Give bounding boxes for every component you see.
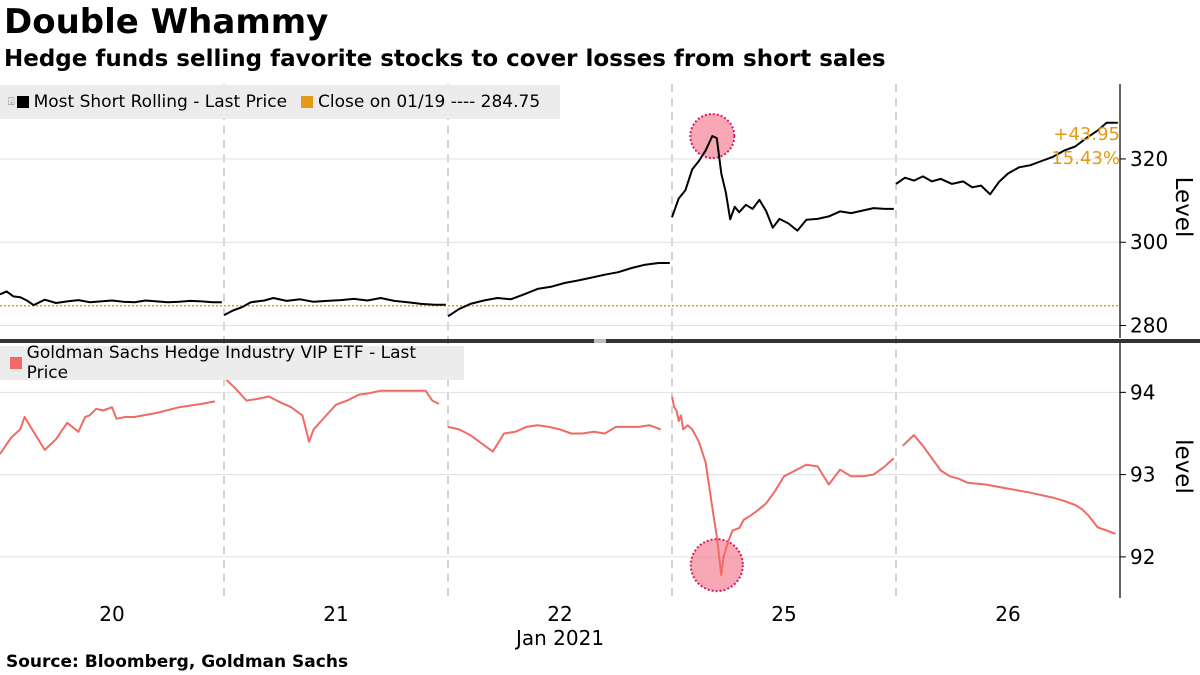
series-line-1-segment-3 <box>671 396 895 576</box>
series-line-1-segment-1 <box>223 376 440 443</box>
series-line-0-segment-3 <box>671 135 894 232</box>
ytick-label-0-0: 280 <box>1130 314 1168 338</box>
reference-swatch-orange <box>301 96 314 108</box>
y-axis-title-1: level <box>1170 439 1196 494</box>
ytick-label-1-2: 94 <box>1130 380 1155 404</box>
series-line-1-segment-2 <box>447 424 662 453</box>
ytick-label-0-1: 300 <box>1130 230 1168 254</box>
source-note: Source: Bloomberg, Goldman Sachs <box>6 652 349 672</box>
xtick-label-2: 22 <box>547 602 572 626</box>
panel-resize-handle[interactable] <box>594 339 606 343</box>
series-line-0-segment-4 <box>895 121 1118 196</box>
x-month-label: Jan 2021 <box>514 626 604 650</box>
trough-highlight-circle <box>689 538 744 593</box>
series-swatch-red <box>10 357 22 369</box>
xtick-label-4: 26 <box>995 602 1020 626</box>
ytick-label-1-0: 92 <box>1130 545 1155 569</box>
pin-icon: ⍗ <box>8 95 15 108</box>
chart-subtitle: Hedge funds selling favorite stocks to c… <box>4 46 886 72</box>
xtick-label-0: 20 <box>99 602 124 626</box>
top-legend-series[interactable]: ⍗ Most Short Rolling - Last Price <box>8 92 287 112</box>
series-line-0-segment-0 <box>0 290 222 307</box>
y-axis-title-0: Level <box>1170 177 1196 238</box>
bottom-legend: Goldman Sachs Hedge Industry VIP ETF - L… <box>0 343 464 383</box>
series-line-1-segment-4 <box>902 434 1116 535</box>
series-swatch-black <box>16 96 29 108</box>
series-line-0-segment-1 <box>223 297 446 316</box>
percent-annotation: 15.43% <box>1051 148 1120 169</box>
xtick-label-1: 21 <box>323 602 348 626</box>
series-line-0-segment-2 <box>447 262 670 318</box>
top-legend-reference-label: Close on 01/19 ---- 284.75 <box>318 92 541 112</box>
top-legend: ⍗ Most Short Rolling - Last Price Close … <box>0 85 560 119</box>
ytick-label-1-1: 93 <box>1130 463 1155 487</box>
xtick-label-3: 25 <box>771 602 796 626</box>
series-line-1-segment-0 <box>0 400 216 455</box>
bottom-legend-series[interactable]: Goldman Sachs Hedge Industry VIP ETF - L… <box>10 343 450 383</box>
top-legend-reference[interactable]: Close on 01/19 ---- 284.75 <box>301 92 540 112</box>
bottom-legend-series-label: Goldman Sachs Hedge Industry VIP ETF - L… <box>26 343 417 383</box>
top-legend-series-label: Most Short Rolling - Last Price <box>33 92 288 112</box>
ytick-label-0-2: 320 <box>1130 147 1168 171</box>
change-annotation: +43.95 <box>1053 124 1120 145</box>
chart-title: Double Whammy <box>4 2 329 42</box>
